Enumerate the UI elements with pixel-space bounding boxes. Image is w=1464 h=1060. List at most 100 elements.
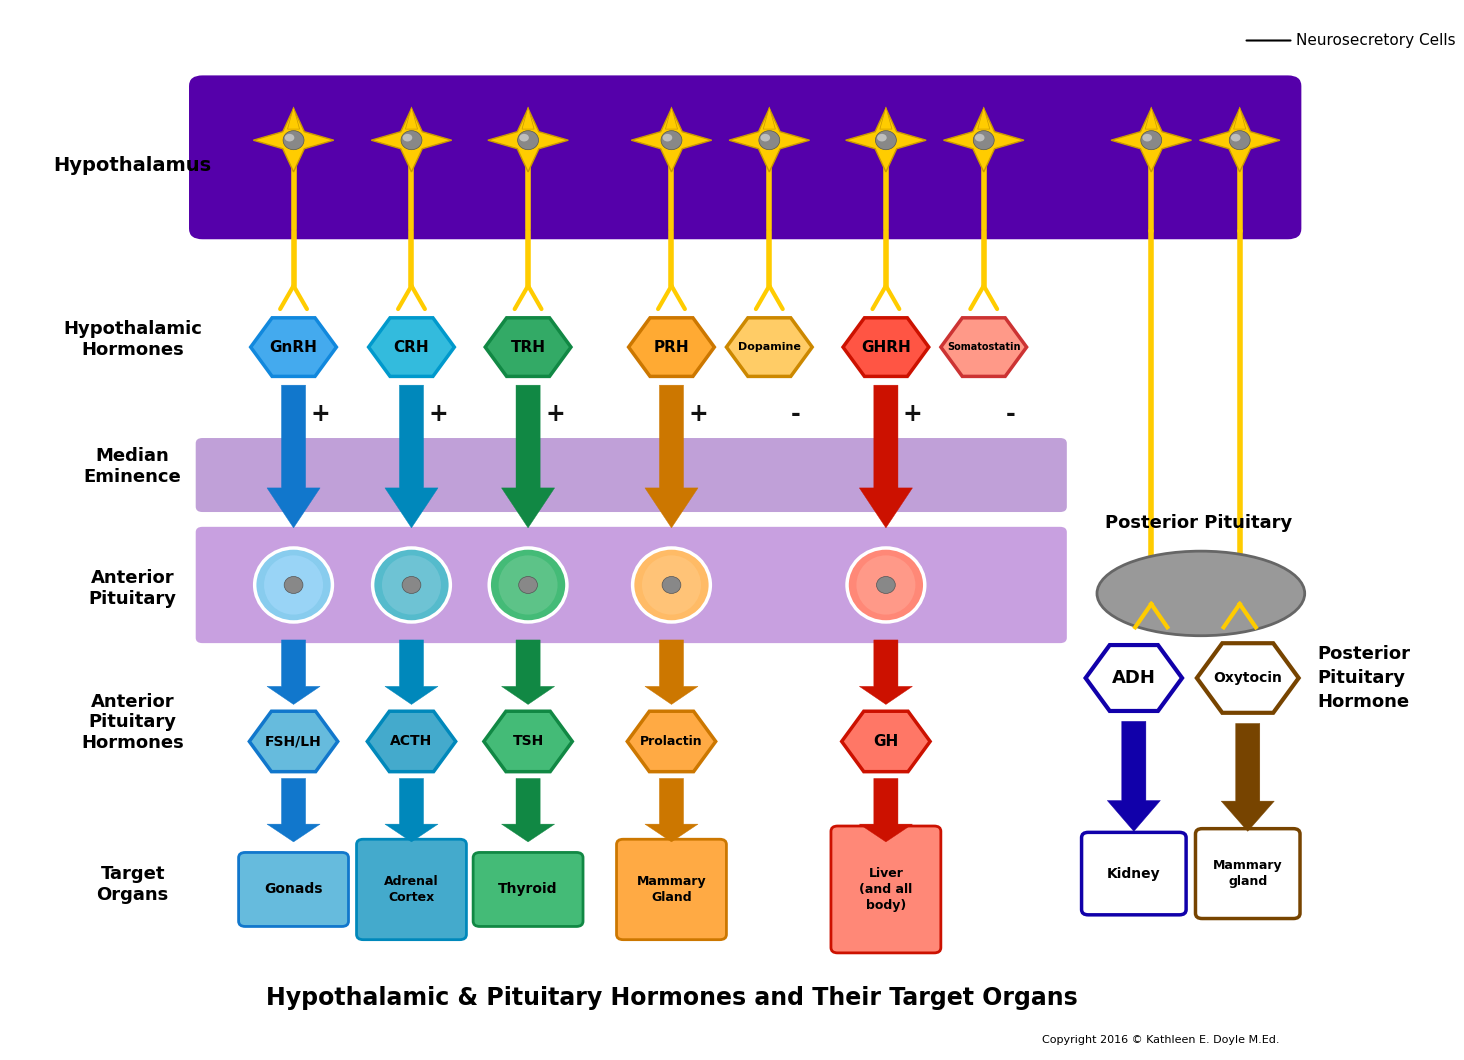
Ellipse shape — [1140, 130, 1162, 149]
Polygon shape — [1199, 108, 1280, 172]
Polygon shape — [249, 711, 338, 772]
Text: CRH: CRH — [394, 339, 429, 355]
Polygon shape — [523, 107, 534, 129]
Polygon shape — [488, 108, 568, 172]
Polygon shape — [287, 107, 300, 129]
Polygon shape — [646, 640, 698, 705]
Text: Prolactin: Prolactin — [640, 735, 703, 748]
Polygon shape — [1086, 646, 1181, 711]
Polygon shape — [978, 107, 990, 129]
Text: Target
Organs: Target Organs — [97, 865, 168, 903]
FancyBboxPatch shape — [196, 527, 1067, 643]
Text: +: + — [903, 402, 922, 426]
Ellipse shape — [255, 548, 332, 622]
Ellipse shape — [283, 130, 305, 149]
Ellipse shape — [974, 130, 994, 149]
Text: TRH: TRH — [511, 339, 546, 355]
Ellipse shape — [877, 577, 896, 594]
FancyBboxPatch shape — [357, 840, 467, 939]
FancyBboxPatch shape — [832, 826, 941, 953]
Circle shape — [760, 134, 770, 141]
Polygon shape — [367, 711, 455, 772]
Text: -: - — [791, 402, 801, 426]
Polygon shape — [253, 108, 334, 172]
Ellipse shape — [662, 130, 682, 149]
Polygon shape — [880, 107, 892, 129]
Text: Hypothalamus: Hypothalamus — [54, 156, 212, 175]
Ellipse shape — [373, 548, 451, 622]
Polygon shape — [385, 385, 438, 528]
FancyBboxPatch shape — [239, 852, 348, 926]
Ellipse shape — [382, 555, 441, 615]
Polygon shape — [646, 385, 698, 528]
Text: Median
Eminence: Median Eminence — [83, 447, 182, 485]
FancyBboxPatch shape — [196, 438, 1067, 512]
Polygon shape — [372, 108, 452, 172]
Circle shape — [1142, 134, 1152, 141]
Polygon shape — [502, 778, 555, 842]
Polygon shape — [1234, 107, 1246, 129]
Text: +: + — [688, 402, 709, 426]
Ellipse shape — [1230, 130, 1250, 149]
Text: Liver
(and all
body): Liver (and all body) — [859, 867, 912, 912]
Text: Hypothalamic
Hormones: Hypothalamic Hormones — [63, 320, 202, 359]
Polygon shape — [842, 711, 930, 772]
Text: TSH: TSH — [512, 735, 543, 748]
Text: Adrenal
Cortex: Adrenal Cortex — [384, 874, 439, 904]
Polygon shape — [627, 711, 716, 772]
Text: Hypothalamic & Pituitary Hormones and Their Target Organs: Hypothalamic & Pituitary Hormones and Th… — [265, 987, 1078, 1010]
Polygon shape — [859, 778, 912, 842]
Circle shape — [663, 134, 672, 141]
Circle shape — [877, 134, 887, 141]
Polygon shape — [666, 107, 678, 129]
Ellipse shape — [499, 555, 558, 615]
Ellipse shape — [632, 548, 710, 622]
Polygon shape — [763, 107, 776, 129]
Text: Dopamine: Dopamine — [738, 342, 801, 352]
Circle shape — [520, 134, 529, 141]
Text: Mammary
Gland: Mammary Gland — [637, 874, 706, 904]
Polygon shape — [943, 108, 1023, 172]
Circle shape — [975, 134, 985, 141]
Circle shape — [284, 134, 294, 141]
Polygon shape — [485, 318, 571, 376]
Polygon shape — [502, 385, 555, 528]
Ellipse shape — [875, 130, 896, 149]
Text: Posterior Pituitary: Posterior Pituitary — [1104, 514, 1291, 532]
Polygon shape — [406, 107, 417, 129]
Text: +: + — [545, 402, 565, 426]
Text: +: + — [310, 402, 331, 426]
Text: Anterior
Pituitary: Anterior Pituitary — [89, 569, 177, 607]
Text: Gonads: Gonads — [265, 883, 322, 897]
Ellipse shape — [401, 130, 422, 149]
Circle shape — [403, 134, 413, 141]
Polygon shape — [1111, 108, 1192, 172]
Text: GHRH: GHRH — [861, 339, 911, 355]
Text: Somatostatin: Somatostatin — [947, 342, 1020, 352]
Polygon shape — [628, 318, 714, 376]
Polygon shape — [646, 778, 698, 842]
Polygon shape — [1198, 643, 1299, 712]
Polygon shape — [859, 640, 912, 705]
Polygon shape — [859, 385, 912, 528]
Ellipse shape — [489, 548, 567, 622]
Text: -: - — [1006, 402, 1016, 426]
Text: GH: GH — [874, 734, 899, 749]
FancyBboxPatch shape — [1196, 829, 1300, 919]
Ellipse shape — [758, 130, 780, 149]
Text: PRH: PRH — [653, 339, 690, 355]
Text: FSH/LH: FSH/LH — [265, 735, 322, 748]
Polygon shape — [483, 711, 572, 772]
Polygon shape — [631, 108, 712, 172]
Ellipse shape — [403, 577, 420, 594]
Text: ACTH: ACTH — [391, 735, 432, 748]
Polygon shape — [385, 640, 438, 705]
Text: Thyroid: Thyroid — [498, 883, 558, 897]
Polygon shape — [266, 640, 321, 705]
FancyBboxPatch shape — [473, 852, 583, 926]
Text: Oxytocin: Oxytocin — [1214, 671, 1282, 685]
Ellipse shape — [518, 130, 539, 149]
Ellipse shape — [856, 555, 915, 615]
Polygon shape — [266, 778, 321, 842]
FancyBboxPatch shape — [189, 75, 1301, 240]
